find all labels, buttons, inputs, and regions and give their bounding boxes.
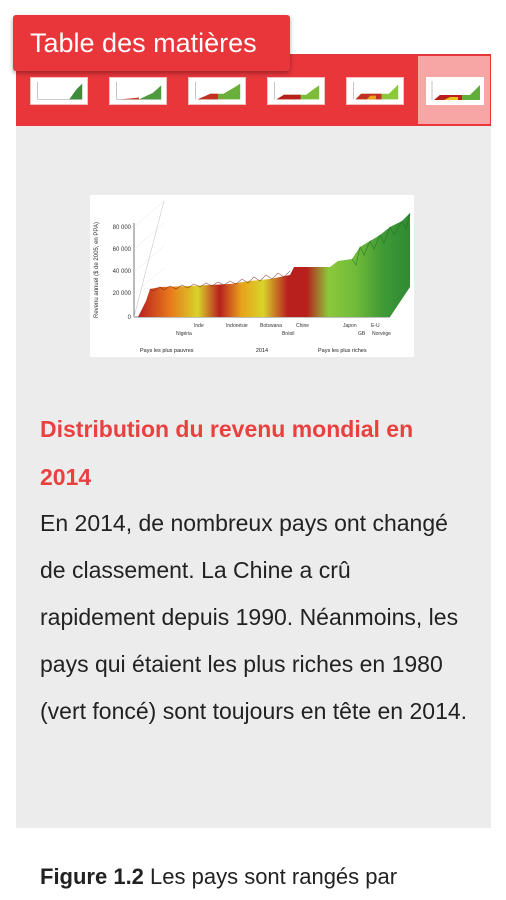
label-year: 2014 — [256, 348, 268, 354]
label-gb: GB — [358, 331, 366, 337]
figure-number: Figure 1.2 — [40, 864, 144, 889]
table-of-contents-button[interactable]: Table des matières — [13, 15, 290, 71]
y-tick-0: 0 — [128, 315, 132, 321]
y-tick-60000: 60 000 — [113, 247, 132, 253]
label-nigeria: Nigéria — [176, 331, 192, 337]
next-figure-caption: Figure 1.2 Les pays sont rangés par — [40, 862, 500, 892]
y-axis-label: Revenu annuel ($ de 2005, en PPA) — [94, 222, 100, 318]
label-norvege: Norvège — [372, 331, 391, 337]
label-japon: Japon — [343, 323, 357, 329]
next-figure-caption-text: Les pays sont rangés par — [143, 864, 398, 889]
figure-caption-text: En 2014, de nombreux pays ont changé de … — [40, 510, 468, 724]
thumbnail-3[interactable] — [188, 77, 246, 105]
thumbnail-4[interactable] — [267, 77, 325, 105]
label-eu: E-U — [371, 323, 380, 329]
income-distribution-chart: Revenu annuel ($ de 2005, en PPA) 80 000… — [90, 195, 414, 357]
y-tick-80000: 80 000 — [113, 225, 132, 231]
label-inde: Inde — [194, 323, 204, 329]
thumbnail-2[interactable] — [109, 77, 167, 105]
y-tick-20000: 20 000 — [113, 291, 132, 297]
label-botswana: Botswana — [260, 323, 282, 329]
thumbnail-1[interactable] — [30, 77, 88, 105]
figure-caption-title: Distribution du revenu mondial en 2014 — [40, 416, 414, 490]
label-poorest: Pays les plus pauvres — [140, 348, 194, 354]
y-tick-40000: 40 000 — [113, 269, 132, 275]
label-chine: Chine — [296, 323, 309, 329]
thumbnail-6-active[interactable] — [418, 56, 490, 124]
thumbnail-5[interactable] — [346, 77, 404, 105]
label-bresil: Brésil — [282, 331, 295, 337]
figure-panel — [16, 54, 491, 828]
label-richest: Pays les plus riches — [318, 348, 367, 354]
label-indonesie: Indonésie — [226, 323, 248, 329]
income-landscape — [138, 213, 410, 317]
